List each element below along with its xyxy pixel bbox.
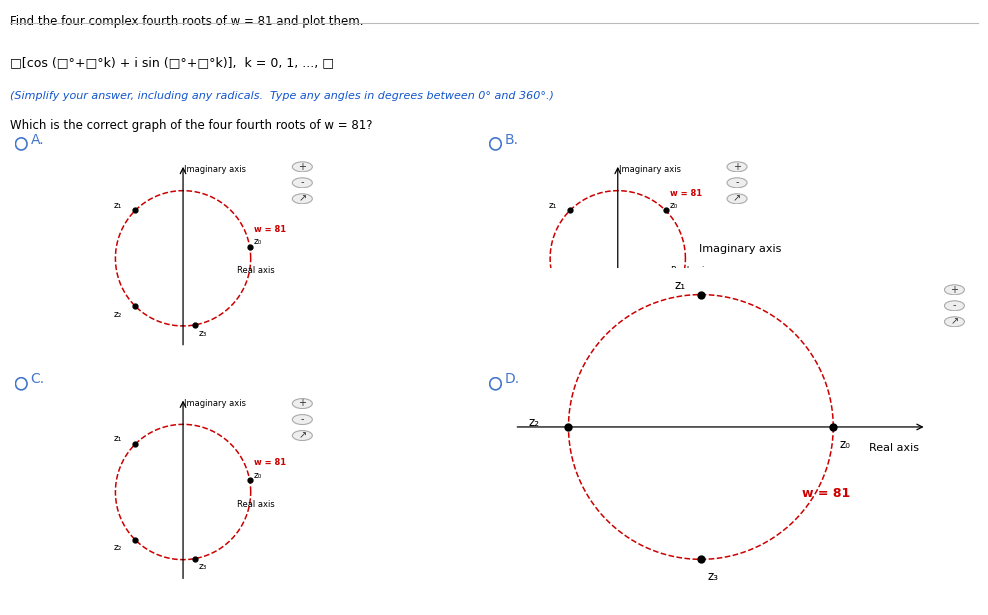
- Circle shape: [292, 430, 312, 440]
- Text: w = 81: w = 81: [254, 458, 286, 467]
- Text: (Simplify your answer, including any radicals.  Type any angles in degrees betwe: (Simplify your answer, including any rad…: [10, 90, 553, 101]
- Circle shape: [727, 178, 747, 188]
- Text: Imaginary axis: Imaginary axis: [618, 165, 681, 174]
- Text: z₃: z₃: [670, 310, 678, 319]
- Text: -: -: [300, 178, 304, 188]
- Text: Real axis: Real axis: [236, 500, 275, 509]
- Text: -: -: [952, 301, 956, 311]
- Circle shape: [292, 415, 312, 424]
- Circle shape: [292, 194, 312, 204]
- Text: +: +: [298, 162, 306, 172]
- Text: w = 81: w = 81: [254, 224, 286, 234]
- Text: +: +: [733, 162, 741, 172]
- Text: z₁: z₁: [675, 279, 686, 292]
- Text: z₂: z₂: [529, 416, 539, 429]
- Text: A.: A.: [31, 133, 44, 146]
- Text: B.: B.: [505, 133, 519, 146]
- Text: z₁: z₁: [548, 200, 556, 210]
- Text: Real axis: Real axis: [671, 266, 709, 276]
- Text: z₀: z₀: [254, 237, 262, 247]
- Text: z₂: z₂: [114, 310, 122, 319]
- Text: z₁: z₁: [114, 434, 122, 443]
- Text: w = 81: w = 81: [670, 189, 701, 197]
- Circle shape: [727, 162, 747, 172]
- Text: w = 81: w = 81: [802, 486, 851, 499]
- Circle shape: [292, 178, 312, 188]
- Text: z₃: z₃: [199, 328, 207, 338]
- Text: +: +: [950, 285, 958, 295]
- Text: Imaginary axis: Imaginary axis: [699, 244, 782, 254]
- Text: ↗: ↗: [298, 194, 306, 204]
- Text: ↗: ↗: [950, 317, 958, 327]
- Circle shape: [945, 317, 964, 327]
- Text: z₁: z₁: [114, 200, 122, 210]
- Text: z₃: z₃: [199, 562, 207, 571]
- Text: -: -: [300, 415, 304, 424]
- Text: Real axis: Real axis: [236, 266, 275, 276]
- Text: z₂: z₂: [548, 310, 556, 319]
- Text: Which is the correct graph of the four fourth roots of w = 81?: Which is the correct graph of the four f…: [10, 119, 372, 132]
- Text: -: -: [735, 178, 739, 188]
- Text: Real axis: Real axis: [869, 443, 919, 453]
- Text: Imaginary axis: Imaginary axis: [184, 399, 246, 408]
- Text: C.: C.: [31, 373, 44, 386]
- Text: ↗: ↗: [733, 194, 741, 204]
- Text: z₂: z₂: [114, 544, 122, 552]
- Circle shape: [727, 194, 747, 204]
- Text: □[cos (□°+□°k) + i sin (□°+□°k)],  k = 0, 1, ..., □: □[cos (□°+□°k) + i sin (□°+□°k)], k = 0,…: [10, 57, 334, 69]
- Circle shape: [945, 285, 964, 295]
- Text: z₀: z₀: [840, 438, 851, 451]
- Text: z₀: z₀: [670, 201, 678, 210]
- Text: D.: D.: [505, 373, 520, 386]
- Circle shape: [292, 162, 312, 172]
- Text: ↗: ↗: [298, 430, 306, 440]
- Circle shape: [292, 399, 312, 408]
- Text: z₃: z₃: [707, 571, 718, 584]
- Text: z₀: z₀: [254, 471, 262, 480]
- Circle shape: [945, 301, 964, 311]
- Text: Find the four complex fourth roots of w = 81 and plot them.: Find the four complex fourth roots of w …: [10, 15, 364, 28]
- Text: +: +: [298, 399, 306, 408]
- Text: Imaginary axis: Imaginary axis: [184, 165, 246, 174]
